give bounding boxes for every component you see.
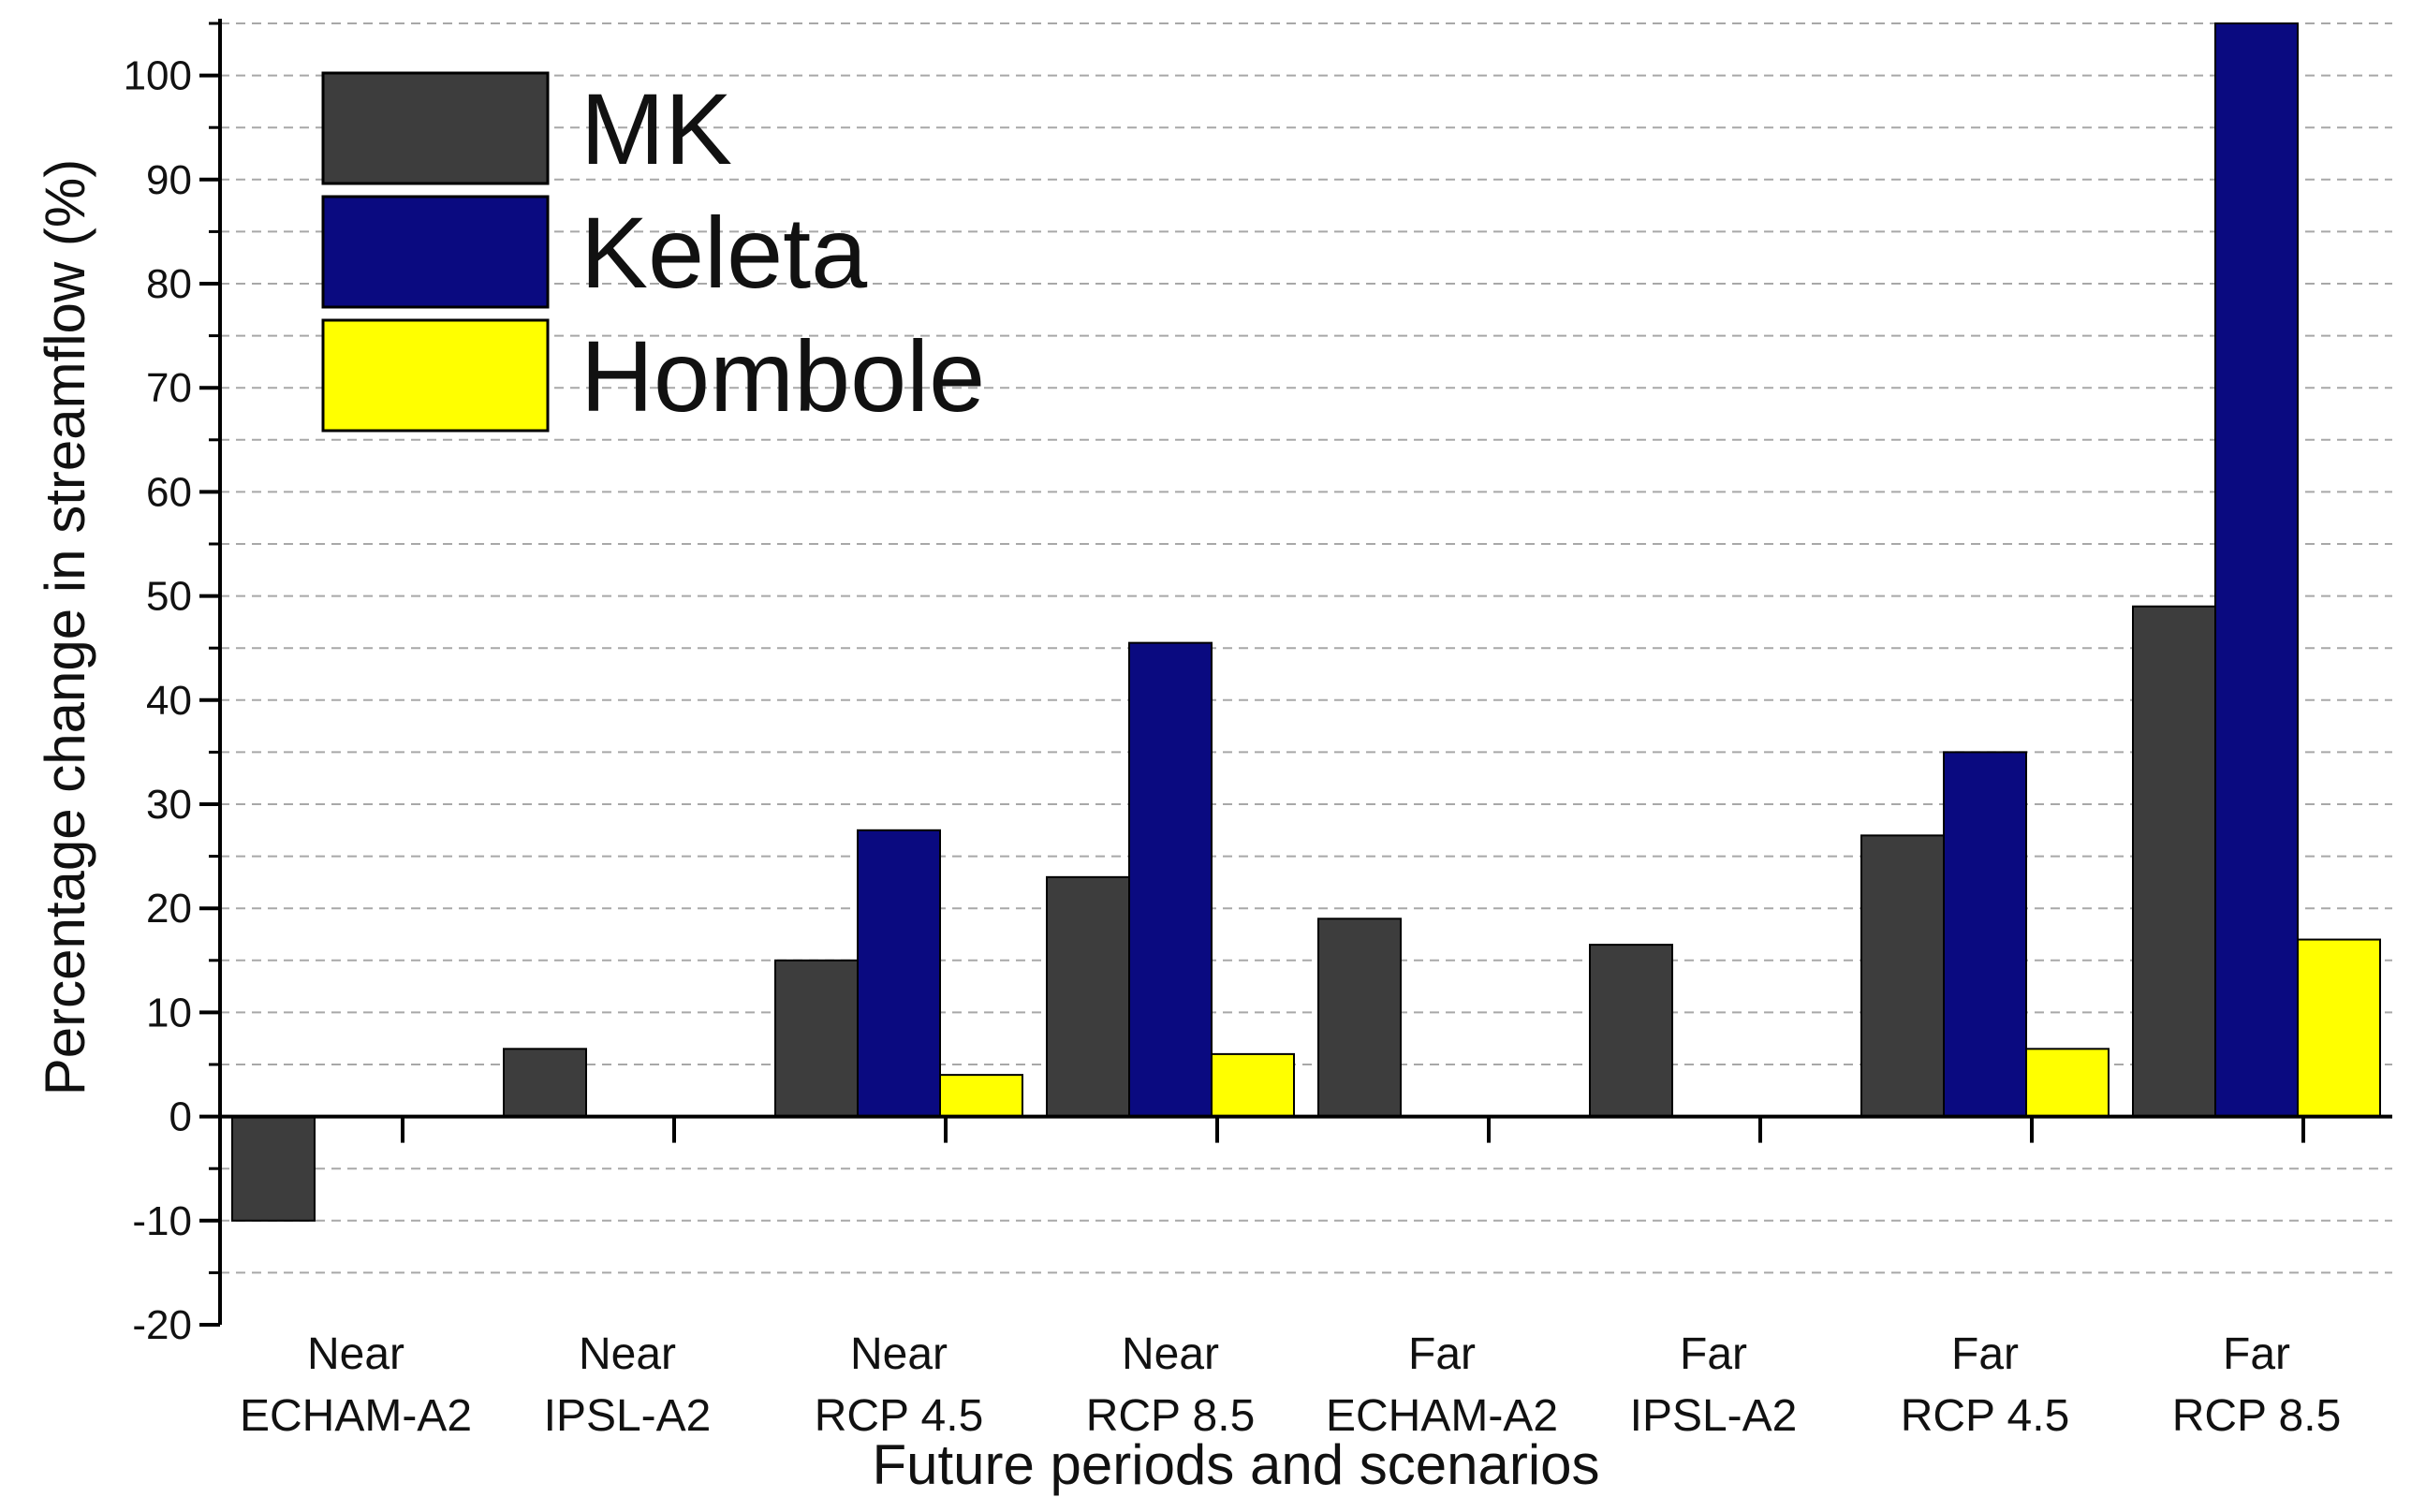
bar-hombole-3 [1211, 1052, 1295, 1118]
x-category-label-line1: Far [1951, 1329, 2019, 1379]
bar-hombole-7 [2297, 938, 2381, 1118]
y-tick-label: 0 [169, 1094, 192, 1140]
y-axis-title: Percentage change in streamflow (%) [34, 159, 96, 1096]
x-category-label-line1: Far [1408, 1329, 1476, 1379]
legend-label-mk: MK [581, 72, 732, 185]
bar-mk-1 [503, 1048, 587, 1118]
x-axis-title: Future periods and scenarios [872, 1433, 1599, 1496]
x-category-label-line1: Near [579, 1329, 676, 1379]
x-category-label-line2: RCP 4.5 [1901, 1391, 2070, 1441]
bar-keleta-6 [1943, 751, 2027, 1118]
y-tick-label: -10 [132, 1198, 192, 1244]
bar-mk-2 [774, 959, 859, 1118]
y-tick-label: 90 [146, 157, 192, 203]
bar-mk-4 [1317, 917, 1402, 1118]
bar-mk-7 [2132, 605, 2216, 1118]
x-category-label-line2: ECHAM-A2 [240, 1391, 472, 1441]
y-tick-label: 70 [146, 365, 192, 411]
x-category-label-line2: IPSL-A2 [1630, 1391, 1798, 1441]
x-category-label-line2: RCP 8.5 [1086, 1391, 1256, 1441]
x-category-label-line2: IPSL-A2 [544, 1391, 712, 1441]
bar-mk-6 [1860, 834, 1945, 1118]
bar-mk-0 [231, 1115, 316, 1222]
x-category-label-line1: Near [850, 1329, 948, 1379]
x-category-label-line1: Near [307, 1329, 404, 1379]
y-tick-label: 10 [146, 990, 192, 1035]
legend-swatch-mk [321, 71, 550, 185]
x-category-label-line1: Far [1680, 1329, 1747, 1379]
bar-keleta-2 [857, 829, 941, 1118]
y-tick-label: 80 [146, 261, 192, 307]
legend-label-hombole: Hombole [581, 319, 985, 433]
y-tick-label: 100 [124, 53, 192, 99]
bar-mk-3 [1046, 875, 1130, 1118]
x-category-label-line2: RCP 4.5 [815, 1391, 984, 1441]
bar-mk-5 [1589, 944, 1673, 1118]
legend-swatch-keleta [321, 195, 550, 309]
x-category-label-line2: ECHAM-A2 [1326, 1391, 1558, 1441]
y-tick-label: 40 [146, 678, 192, 724]
y-tick-label: 30 [146, 782, 192, 828]
bars [231, 22, 2381, 1222]
x-category-label-line2: RCP 8.5 [2172, 1391, 2342, 1441]
bar-hombole-6 [2025, 1048, 2110, 1118]
bar-keleta-7 [2214, 22, 2299, 1118]
y-tick-label: 20 [146, 886, 192, 932]
bar-keleta-3 [1128, 641, 1213, 1118]
grid-lines [220, 22, 2392, 1274]
legend-swatch-hombole [321, 318, 550, 433]
x-category-label-line1: Far [2223, 1329, 2290, 1379]
bar-hombole-2 [939, 1074, 1023, 1118]
y-tick-label: 50 [146, 574, 192, 620]
y-tick-label: 60 [146, 469, 192, 515]
x-category-label-line1: Near [1122, 1329, 1219, 1379]
axes: -20 -10 0 10 20 30 40 50 60 70 80 90 100 Near ECHAM-A2… [124, 19, 2392, 1441]
y-tick-label: -20 [132, 1302, 192, 1348]
legend-label-keleta: Keleta [581, 196, 868, 309]
